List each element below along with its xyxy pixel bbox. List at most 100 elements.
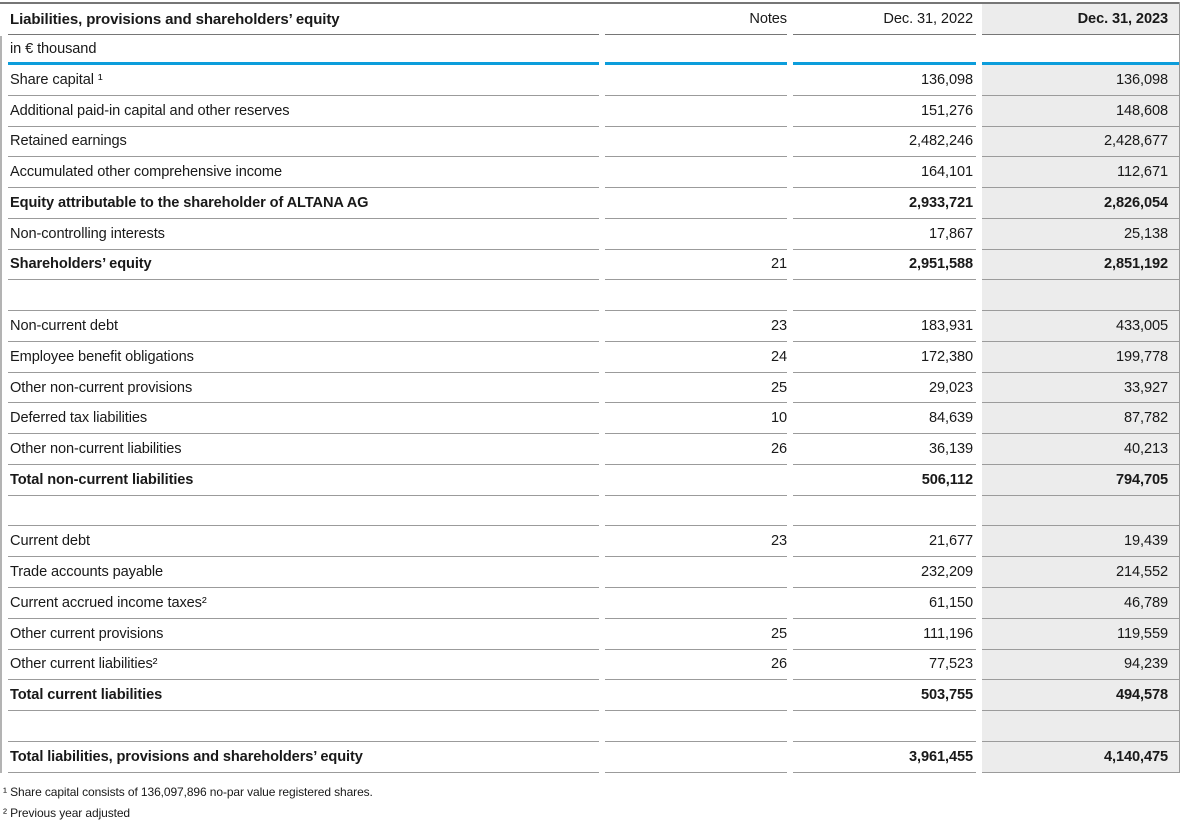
row-2022: 151,276 bbox=[793, 96, 976, 127]
footnote-2: ² Previous year adjusted bbox=[3, 806, 130, 821]
table-row: Other current liabilities² 26 77,523 94,… bbox=[0, 649, 1180, 681]
row-2022: 183,931 bbox=[793, 311, 976, 342]
row-notes bbox=[605, 280, 787, 312]
row-2022: 136,098 bbox=[793, 65, 976, 96]
row-notes bbox=[605, 496, 787, 527]
row-2022: 232,209 bbox=[793, 557, 976, 589]
row-2023: 2,826,054 bbox=[982, 188, 1180, 219]
row-label: Shareholders’ equity bbox=[8, 250, 599, 281]
table-row: Additional paid-in capital and other res… bbox=[0, 95, 1180, 127]
row-2023: 119,559 bbox=[982, 618, 1180, 650]
row-2022: 77,523 bbox=[793, 650, 976, 681]
row-notes: 23 bbox=[605, 526, 787, 558]
column-header-notes: Notes bbox=[605, 2, 787, 35]
row-label: Other current liabilities² bbox=[8, 650, 599, 681]
row-2023: 40,213 bbox=[982, 434, 1180, 465]
row-notes bbox=[605, 588, 787, 619]
row-2022: 61,150 bbox=[793, 588, 976, 619]
table-row: Total liabilities, provisions and shareh… bbox=[0, 741, 1180, 773]
row-2022 bbox=[793, 496, 976, 527]
row-label: Trade accounts payable bbox=[8, 557, 599, 589]
row-label: Total current liabilities bbox=[8, 680, 599, 712]
table-row: Non-controlling interests 17,867 25,138 bbox=[0, 218, 1180, 250]
row-notes: 21 bbox=[605, 250, 787, 281]
unit-label: in € thousand bbox=[8, 35, 599, 65]
row-label: Equity attributable to the shareholder o… bbox=[8, 188, 599, 219]
row-2022: 172,380 bbox=[793, 342, 976, 373]
unit-row-highlight-cell bbox=[982, 35, 1180, 65]
row-label bbox=[8, 280, 599, 312]
row-notes bbox=[605, 96, 787, 127]
header-gutter bbox=[0, 2, 8, 35]
row-2023: 19,439 bbox=[982, 526, 1180, 558]
row-2023: 794,705 bbox=[982, 464, 1180, 496]
row-2023 bbox=[982, 495, 1180, 527]
table-row: Other current provisions 25 111,196 119,… bbox=[0, 618, 1180, 650]
row-label bbox=[8, 496, 599, 527]
row-2022: 17,867 bbox=[793, 219, 976, 250]
row-notes: 26 bbox=[605, 434, 787, 465]
row-label: Other current provisions bbox=[8, 619, 599, 650]
row-2023: 2,428,677 bbox=[982, 126, 1180, 158]
row-2022: 503,755 bbox=[793, 680, 976, 712]
table-body: Share capital ¹ 136,098 136,098 Addition… bbox=[0, 65, 1180, 773]
row-2023: 494,578 bbox=[982, 680, 1180, 712]
row-2022: 2,482,246 bbox=[793, 127, 976, 158]
row-2023: 199,778 bbox=[982, 341, 1180, 373]
table-row: Shareholders’ equity 21 2,951,588 2,851,… bbox=[0, 249, 1180, 281]
table-row: Non-current debt 23 183,931 433,005 bbox=[0, 311, 1180, 342]
row-notes bbox=[605, 711, 787, 742]
row-label: Current accrued income taxes² bbox=[8, 588, 599, 619]
row-2022: 2,933,721 bbox=[793, 188, 976, 219]
row-label: Deferred tax liabilities bbox=[8, 403, 599, 435]
table-row: Equity attributable to the shareholder o… bbox=[0, 188, 1180, 219]
table-row: Current accrued income taxes² 61,150 46,… bbox=[0, 588, 1180, 619]
row-2022: 2,951,588 bbox=[793, 250, 976, 281]
row-notes: 25 bbox=[605, 373, 787, 404]
row-label bbox=[8, 711, 599, 742]
table-row: Other non-current provisions 25 29,023 3… bbox=[0, 372, 1180, 404]
row-notes bbox=[605, 742, 787, 773]
row-2023: 136,098 bbox=[982, 65, 1180, 96]
row-notes bbox=[605, 157, 787, 189]
table-row: Current debt 23 21,677 19,439 bbox=[0, 526, 1180, 558]
column-header-2022: Dec. 31, 2022 bbox=[793, 2, 976, 35]
row-notes: 26 bbox=[605, 650, 787, 681]
row-label: Other non-current provisions bbox=[8, 373, 599, 404]
row-2022: 3,961,455 bbox=[793, 742, 976, 773]
row-label: Total non-current liabilities bbox=[8, 465, 599, 496]
row-2023: 87,782 bbox=[982, 403, 1180, 435]
row-2022: 164,101 bbox=[793, 157, 976, 189]
table-header-row: Liabilities, provisions and shareholders… bbox=[0, 2, 1180, 35]
row-label: Other non-current liabilities bbox=[8, 434, 599, 465]
row-notes bbox=[605, 65, 787, 96]
row-2023: 33,927 bbox=[982, 372, 1180, 404]
unit-row: in € thousand bbox=[0, 35, 1180, 65]
row-notes: 24 bbox=[605, 342, 787, 373]
row-label: Current debt bbox=[8, 526, 599, 558]
row-label: Non-controlling interests bbox=[8, 219, 599, 250]
row-label: Accumulated other comprehensive income bbox=[8, 157, 599, 189]
table-row: Total current liabilities 503,755 494,57… bbox=[0, 680, 1180, 712]
table-row: Retained earnings 2,482,246 2,428,677 bbox=[0, 126, 1180, 158]
row-notes: 10 bbox=[605, 403, 787, 435]
row-notes bbox=[605, 219, 787, 250]
row-2023 bbox=[982, 280, 1180, 312]
table-row: Employee benefit obligations 24 172,380 … bbox=[0, 341, 1180, 373]
row-label: Retained earnings bbox=[8, 127, 599, 158]
table-row bbox=[0, 495, 1180, 527]
table-row bbox=[0, 280, 1180, 312]
row-label: Non-current debt bbox=[8, 311, 599, 342]
row-notes: 23 bbox=[605, 311, 787, 342]
row-2023: 433,005 bbox=[982, 311, 1180, 342]
table-row: Share capital ¹ 136,098 136,098 bbox=[0, 65, 1180, 96]
row-2022: 21,677 bbox=[793, 526, 976, 558]
column-header-2023: Dec. 31, 2023 bbox=[982, 2, 1180, 35]
row-label: Employee benefit obligations bbox=[8, 342, 599, 373]
row-notes: 25 bbox=[605, 619, 787, 650]
row-label: Additional paid-in capital and other res… bbox=[8, 96, 599, 127]
row-notes bbox=[605, 465, 787, 496]
table-right-border-divider bbox=[1178, 2, 1180, 773]
row-notes bbox=[605, 188, 787, 219]
